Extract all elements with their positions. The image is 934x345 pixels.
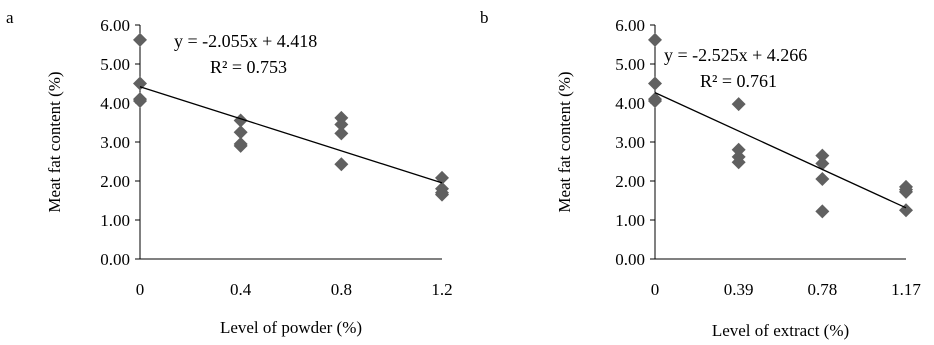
y-tick-label: 0.00 bbox=[615, 250, 645, 269]
y-tick-label: 3.00 bbox=[615, 133, 645, 152]
trendline bbox=[654, 92, 907, 209]
data-point-marker bbox=[435, 187, 449, 202]
data-point-marker bbox=[815, 204, 830, 219]
panel-letter-a: a bbox=[6, 8, 14, 27]
x-tick-label: 1.17 bbox=[891, 280, 921, 299]
x-tick-label: 0.78 bbox=[807, 280, 837, 299]
data-point-marker bbox=[731, 155, 746, 170]
data-point-marker bbox=[815, 148, 830, 163]
data-point-marker bbox=[233, 138, 248, 153]
y-tick-label: 2.00 bbox=[615, 172, 645, 191]
trendline bbox=[139, 86, 443, 184]
data-point-marker bbox=[133, 76, 147, 91]
y-tick-label: 2.00 bbox=[100, 172, 130, 191]
scatter-plot-b: 0.00 1.00 2.00 3.00 4.00 5.00 6.00 0 0.39 0.78 1.1… bbox=[555, 16, 921, 340]
data-point-marker bbox=[648, 94, 662, 109]
y-tick-label: 6.00 bbox=[100, 16, 130, 35]
r-squared-label: R² = 0.753 bbox=[210, 57, 287, 77]
y-tick-label: 1.00 bbox=[100, 211, 130, 230]
y-tick-label: 4.00 bbox=[100, 94, 130, 113]
chart-panel-a: a 0.00 1.00 2.00 3.00 4.00 5.00 6.00 0 0.4 0.8 1.2… bbox=[6, 8, 453, 337]
r-squared-label: R² = 0.761 bbox=[700, 71, 777, 91]
trendline-equation: y = -2.525x + 4.266 bbox=[664, 45, 807, 65]
data-point-marker bbox=[815, 172, 830, 187]
y-axis-title: Meat fat content (%) bbox=[555, 71, 574, 212]
y-tick-label: 5.00 bbox=[615, 55, 645, 74]
data-point-marker bbox=[334, 117, 349, 132]
data-point-marker bbox=[133, 32, 147, 47]
scatter-plot-a: 0.00 1.00 2.00 3.00 4.00 5.00 6.00 0 0.4 0.8 1.2 Me… bbox=[45, 16, 453, 337]
data-point-marker bbox=[648, 32, 662, 47]
data-point-marker bbox=[233, 125, 248, 140]
data-point-marker bbox=[334, 126, 349, 141]
data-point-marker bbox=[815, 156, 830, 171]
chart-panel-b: b 0.00 1.00 2.00 3.00 4.00 5.00 6.00 0 0.39 0.78 1… bbox=[470, 0, 934, 345]
data-point-marker bbox=[133, 94, 147, 109]
x-tick-label: 0 bbox=[651, 280, 660, 299]
panel-letter-b: b bbox=[480, 8, 489, 27]
x-tick-label: 0.8 bbox=[331, 280, 352, 299]
y-tick-label: 5.00 bbox=[100, 55, 130, 74]
x-tick-label: 0.39 bbox=[724, 280, 754, 299]
x-axis-title: Level of extract (%) bbox=[712, 321, 849, 340]
data-point-marker bbox=[731, 142, 746, 157]
y-axis-title: Meat fat content (%) bbox=[45, 71, 64, 212]
data-point-marker bbox=[899, 184, 913, 199]
y-tick-label: 1.00 bbox=[615, 211, 645, 230]
data-point-marker bbox=[648, 76, 662, 91]
x-axis-title: Level of powder (%) bbox=[220, 318, 362, 337]
x-tick-label: 1.2 bbox=[431, 280, 452, 299]
data-point-marker bbox=[731, 97, 746, 112]
x-tick-label: 0 bbox=[136, 280, 145, 299]
y-tick-label: 6.00 bbox=[615, 16, 645, 35]
y-tick-label: 0.00 bbox=[100, 250, 130, 269]
trendline-equation: y = -2.055x + 4.418 bbox=[174, 31, 317, 51]
x-tick-label: 0.4 bbox=[230, 280, 252, 299]
y-tick-label: 4.00 bbox=[615, 94, 645, 113]
y-tick-label: 3.00 bbox=[100, 133, 130, 152]
data-point-marker bbox=[334, 157, 349, 172]
